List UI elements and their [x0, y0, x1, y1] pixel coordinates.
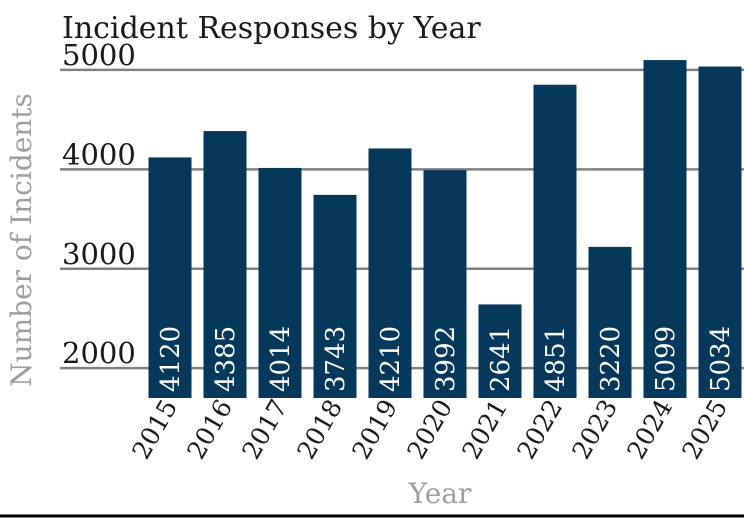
bar-2018 [313, 194, 357, 398]
bar-value-label: 4120 [156, 326, 186, 392]
chart-title: Incident Responses by Year [62, 11, 481, 46]
bar-value-label: 4385 [211, 326, 241, 392]
y-tick-label: 3000 [62, 237, 136, 271]
x-axis-ticks: 2015201620172018201920202021202220232024… [126, 395, 733, 465]
bar-2019 [368, 148, 412, 398]
x-tick-label: 2024 [621, 395, 678, 465]
bar-value-label: 4014 [266, 326, 296, 392]
x-tick-label: 2020 [401, 395, 458, 465]
x-tick-label: 2016 [181, 395, 238, 465]
bar-value-label: 5099 [651, 326, 681, 392]
bar-value-label: 3992 [431, 326, 461, 392]
x-tick-label: 2017 [236, 395, 293, 465]
y-axis-label: Number of Incidents [5, 93, 38, 387]
bar-2015 [148, 157, 192, 398]
y-tick-label: 5000 [62, 38, 136, 72]
y-tick-label: 2000 [62, 336, 136, 370]
bar-value-label: 4851 [541, 326, 571, 392]
x-tick-label: 2019 [346, 395, 403, 465]
x-tick-label: 2021 [456, 395, 513, 465]
bar-value-label: 3220 [596, 326, 626, 392]
bar-2017 [258, 167, 302, 398]
bar-value-label: 5034 [706, 326, 736, 392]
x-tick-label: 2025 [676, 395, 733, 465]
x-tick-label: 2023 [566, 395, 623, 465]
bar-value-label: 3743 [321, 326, 351, 392]
x-tick-label: 2018 [291, 395, 348, 465]
y-axis-ticks: 2000 3000 4000 5000 [62, 38, 136, 370]
bar-2022 [533, 84, 577, 398]
y-tick-label: 4000 [62, 137, 136, 171]
bars: 4120 4385 4014 3743 4210 3992 2641 4851 3220 5099… [148, 60, 742, 399]
bar-value-label: 2641 [486, 326, 516, 392]
x-axis-label: Year [408, 477, 472, 510]
x-tick-label: 2015 [126, 395, 183, 465]
bar-value-label: 4210 [376, 326, 406, 392]
x-tick-label: 2022 [511, 395, 568, 465]
bar-2024 [643, 60, 687, 398]
bar-2025 [698, 66, 742, 399]
bar-2016 [203, 131, 247, 398]
bar-2020 [423, 170, 467, 398]
bar-2021 [478, 304, 522, 398]
bar-2023 [588, 246, 632, 398]
